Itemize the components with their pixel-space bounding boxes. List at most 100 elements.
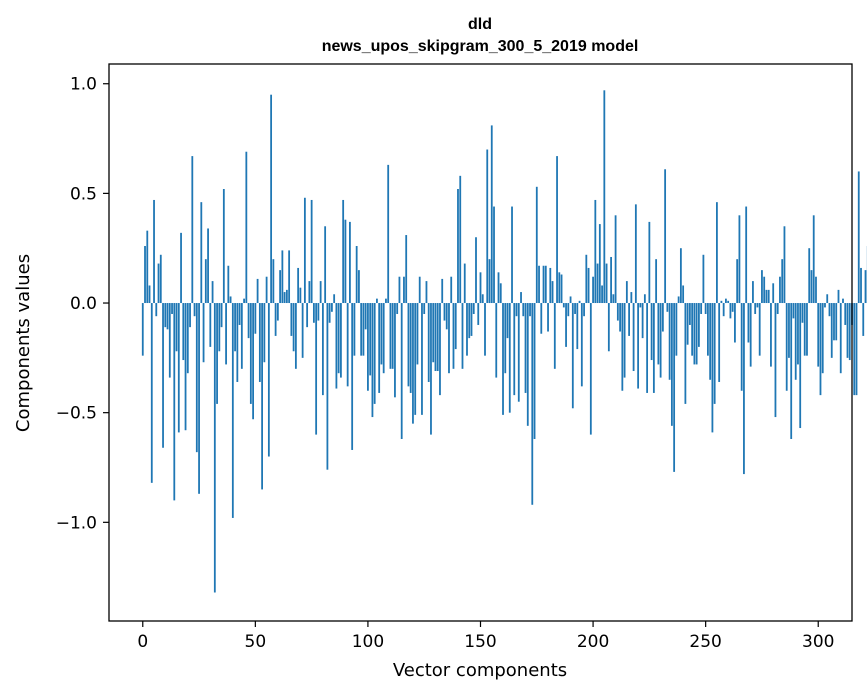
bar-93 [351, 303, 354, 450]
bar-151 [481, 294, 484, 304]
bar-214 [623, 303, 626, 378]
bar-96 [358, 270, 360, 304]
bar-304 [826, 294, 829, 304]
bar-55 [265, 276, 268, 304]
bar-299 [815, 276, 817, 304]
bar-301 [819, 303, 822, 396]
bar-190 [569, 296, 572, 304]
bar-49 [252, 303, 254, 420]
bar-235 [670, 303, 673, 426]
bar-242 [686, 303, 689, 345]
bar-30 [209, 303, 212, 347]
bar-106 [380, 303, 383, 365]
bar-163 [508, 303, 511, 413]
bar-254 [713, 303, 716, 404]
bar-154 [488, 259, 491, 304]
bar-239 [679, 248, 682, 304]
bar-159 [499, 283, 502, 304]
bar-236 [673, 303, 676, 472]
bar-136 [448, 303, 450, 374]
bar-184 [556, 156, 558, 304]
x-tick-label: 50 [245, 632, 267, 652]
bar-277 [765, 289, 768, 304]
bar-166 [515, 303, 518, 317]
bar-261 [729, 303, 732, 319]
bar-248 [700, 303, 703, 314]
bar-65 [288, 250, 291, 304]
bar-262 [731, 303, 734, 312]
bar-279 [770, 303, 772, 367]
bar-72 [303, 197, 306, 304]
bar-131 [436, 303, 439, 372]
bar-145 [468, 303, 471, 339]
x-tick-label: 250 [689, 632, 721, 652]
bar-162 [506, 303, 509, 339]
bar-278 [767, 289, 770, 304]
bar-207 [607, 303, 610, 352]
bar-203 [598, 224, 601, 304]
bar-59 [274, 303, 277, 336]
bar-79 [319, 281, 322, 304]
bar-216 [628, 303, 630, 336]
bar-232 [664, 169, 667, 304]
bar-204 [601, 285, 603, 304]
bar-90 [344, 219, 347, 304]
bar-146 [470, 303, 473, 336]
bar-101 [369, 303, 372, 376]
bar-31 [211, 281, 214, 304]
bar-231 [661, 303, 664, 332]
bar-22 [191, 156, 194, 304]
bar-156 [493, 206, 495, 304]
bar-317 [855, 303, 858, 396]
bar-193 [576, 303, 579, 350]
bar-115 [400, 303, 403, 439]
bar-217 [630, 292, 633, 304]
bar-168 [520, 292, 522, 304]
bar-201 [594, 199, 597, 304]
bar-14 [173, 303, 176, 501]
bar-293 [801, 303, 804, 323]
bar-10 [164, 303, 167, 328]
bar-60 [276, 303, 279, 321]
bars-group [141, 90, 867, 593]
bar-128 [430, 303, 432, 435]
bar-41 [234, 303, 236, 352]
bar-305 [828, 303, 831, 317]
bar-176 [538, 265, 540, 304]
bar-226 [650, 303, 653, 361]
y-tick-label: −1.0 [56, 513, 97, 533]
bar-320 [862, 303, 865, 336]
bar-148 [475, 237, 477, 304]
bar-89 [342, 199, 345, 304]
bar-107 [382, 303, 385, 374]
bar-85 [333, 294, 336, 304]
bar-109 [387, 164, 390, 304]
bar-188 [565, 303, 567, 347]
y-tick-label: −0.5 [56, 404, 97, 424]
bar-312 [844, 303, 847, 325]
bar-138 [452, 303, 455, 369]
bar-187 [562, 303, 565, 308]
bar-152 [484, 303, 486, 356]
bar-167 [517, 303, 520, 402]
bar-104 [376, 298, 378, 304]
bar-130 [434, 303, 437, 372]
bar-92 [349, 221, 351, 304]
y-axis-label: Components values [13, 254, 34, 432]
bar-105 [378, 303, 381, 393]
bar-202 [596, 263, 599, 304]
bar-212 [619, 303, 621, 332]
bar-1 [144, 246, 146, 304]
bar-247 [698, 303, 700, 347]
bar-80 [321, 303, 324, 396]
bar-179 [544, 265, 547, 304]
bar-40 [231, 303, 234, 518]
bar-230 [659, 303, 662, 378]
bar-119 [409, 303, 412, 393]
bar-311 [842, 298, 844, 304]
bar-7 [157, 263, 160, 304]
bar-220 [637, 303, 640, 389]
bar-289 [792, 303, 795, 319]
bar-54 [263, 303, 266, 363]
bar-197 [585, 254, 588, 304]
